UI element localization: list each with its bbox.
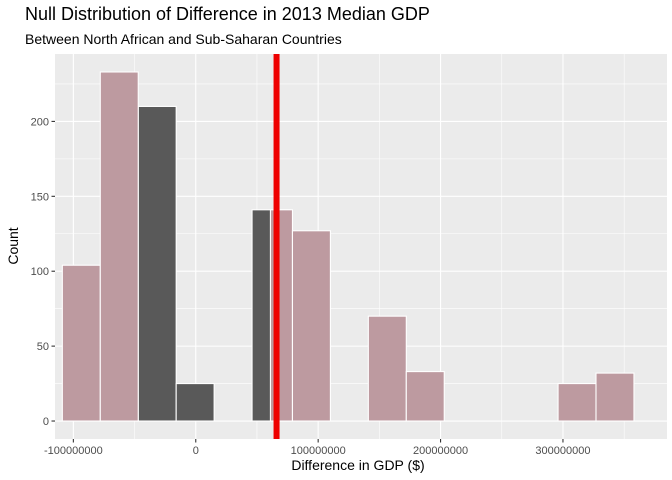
y-axis-ticks: 0 50 100 150 200 xyxy=(31,116,55,428)
x-tick-label: 200000000 xyxy=(413,445,468,457)
histogram-bar xyxy=(175,383,215,422)
chart-subtitle: Between North African and Sub-Saharan Co… xyxy=(25,31,342,47)
histogram-bar xyxy=(557,383,597,422)
histogram-bar xyxy=(137,105,177,422)
y-tick-label: 150 xyxy=(31,191,49,203)
histogram-bar xyxy=(595,372,635,422)
histogram-bar xyxy=(291,230,331,422)
histogram-bar xyxy=(99,71,139,422)
x-tick-label: 0 xyxy=(193,445,199,457)
histogram-bar xyxy=(61,264,101,422)
y-tick-label: 200 xyxy=(31,116,49,128)
x-axis-title: Difference in GDP ($) xyxy=(291,457,424,473)
y-tick-label: 50 xyxy=(37,341,49,353)
x-axis-ticks: -100000000 0 100000000 200000000 300000000 xyxy=(44,439,590,457)
y-tick-label: 0 xyxy=(43,416,49,428)
x-tick-label: -100000000 xyxy=(44,445,103,457)
y-tick-label: 100 xyxy=(31,266,49,278)
histogram-bar xyxy=(405,371,445,422)
chart-title: Null Distribution of Difference in 2013 … xyxy=(25,4,430,24)
x-tick-label: 300000000 xyxy=(535,445,590,457)
bars-series-rose xyxy=(61,71,635,422)
y-axis-title: Count xyxy=(5,227,21,264)
histogram-bar xyxy=(367,315,407,422)
x-tick-label: 100000000 xyxy=(291,445,346,457)
